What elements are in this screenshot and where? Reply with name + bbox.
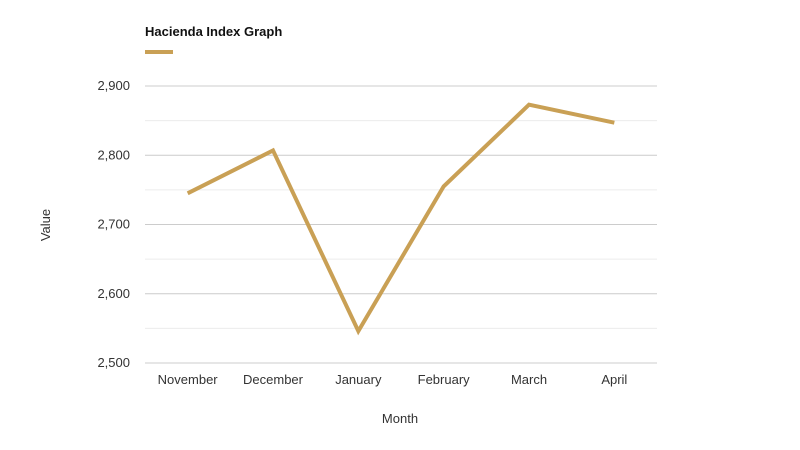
x-tick-label: November xyxy=(158,372,219,387)
legend: Hacienda Index Graph xyxy=(145,24,282,54)
y-axis-title: Value xyxy=(38,209,53,241)
y-tick-label: 2,500 xyxy=(97,355,130,370)
series-group xyxy=(186,102,615,336)
y-tick-label: 2,900 xyxy=(97,78,130,93)
legend-swatch xyxy=(145,50,173,54)
x-tick-label: December xyxy=(243,372,304,387)
y-tick-label: 2,700 xyxy=(97,217,130,232)
gridlines xyxy=(145,85,657,364)
x-tick-label: January xyxy=(335,372,382,387)
y-axis-ticks: 2,500 2,600 2,700 2,800 2,900 xyxy=(97,78,130,370)
y-tick-label: 2,800 xyxy=(97,147,130,162)
x-axis-ticks: November December January February March Apri… xyxy=(158,372,628,387)
x-tick-label: February xyxy=(418,372,471,387)
y-tick-label: 2,600 xyxy=(97,286,130,301)
x-axis-title: Month xyxy=(382,411,418,426)
legend-title: Hacienda Index Graph xyxy=(145,24,283,39)
series-line xyxy=(186,102,615,336)
x-tick-label: April xyxy=(601,372,627,387)
x-tick-label: March xyxy=(511,372,547,387)
